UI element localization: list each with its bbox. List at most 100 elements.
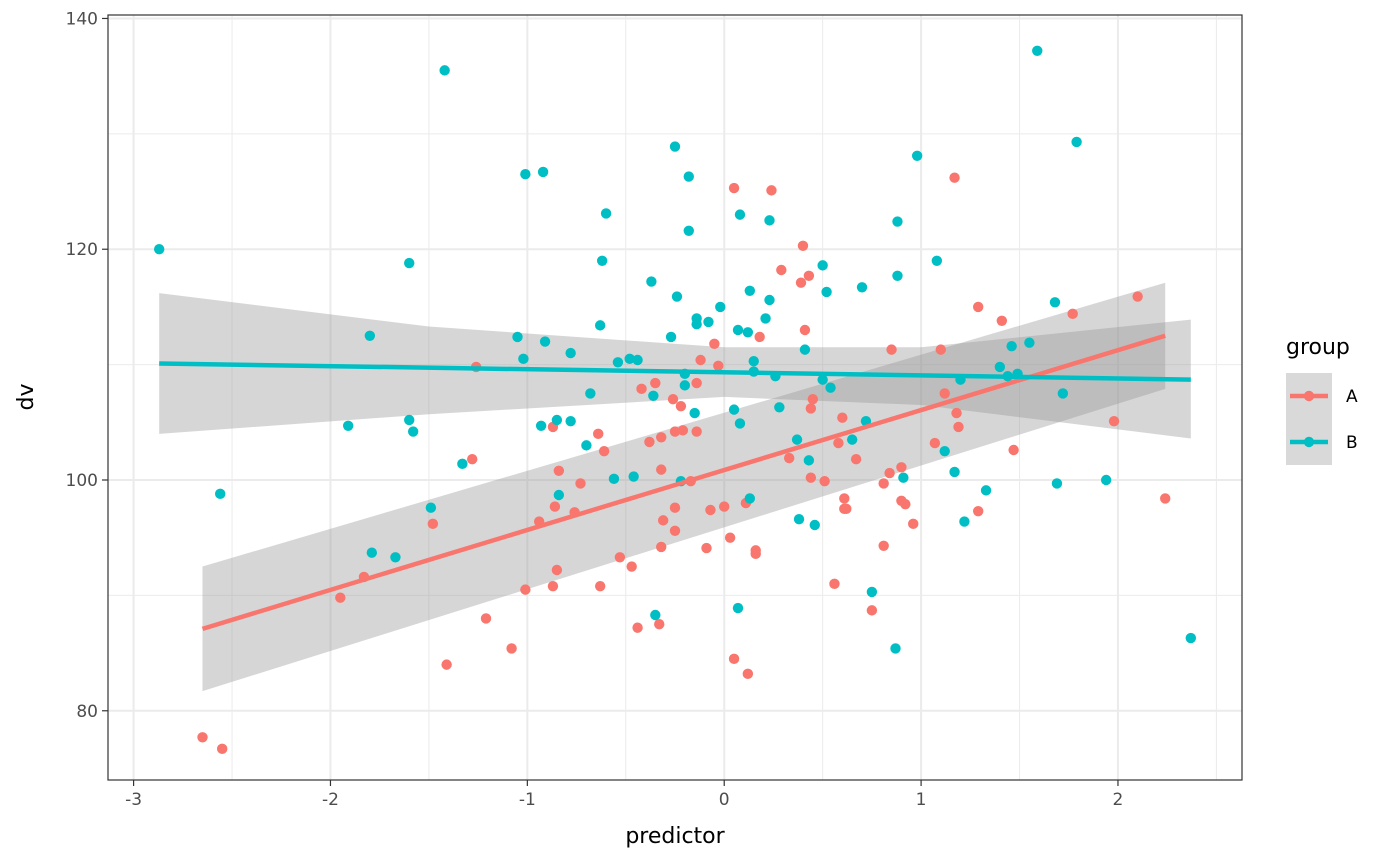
legend-key-A: A — [1286, 373, 1358, 419]
data-point-A — [750, 548, 761, 560]
data-point-A — [667, 394, 679, 405]
data-point-B — [821, 286, 832, 298]
data-point-B — [553, 489, 565, 501]
data-point-B — [809, 519, 820, 531]
data-point-A — [724, 532, 736, 543]
data-point-A — [593, 428, 604, 440]
legend-label: A — [1346, 387, 1358, 407]
data-point-A — [1008, 444, 1019, 456]
data-point-A — [807, 394, 819, 405]
y-axis-title: dv — [14, 384, 39, 411]
data-point-B — [551, 414, 563, 426]
data-point-B — [646, 276, 657, 287]
data-point-A — [644, 436, 655, 448]
data-point-B — [1071, 136, 1082, 148]
x-axis-title: predictor — [625, 824, 725, 849]
data-point-A — [701, 542, 712, 554]
data-point-B — [518, 353, 529, 365]
data-point-A — [896, 462, 907, 473]
data-point-B — [650, 609, 661, 621]
data-point-A — [884, 467, 895, 479]
legend-key-point — [1303, 390, 1315, 402]
data-point-B — [1049, 297, 1061, 308]
data-point-A — [803, 270, 815, 281]
data-point-A — [335, 592, 346, 603]
data-point-A — [850, 454, 862, 465]
data-point-B — [1051, 478, 1063, 489]
data-point-A — [669, 525, 681, 536]
data-point-B — [931, 255, 943, 266]
data-point-A — [695, 354, 706, 366]
data-point-A — [728, 182, 740, 194]
data-point-B — [439, 65, 450, 76]
y-tick-label: 80 — [76, 702, 98, 722]
data-point-B — [892, 270, 903, 281]
data-point-A — [598, 445, 610, 457]
data-point-B — [648, 390, 659, 401]
data-point-A — [614, 552, 626, 563]
data-point-B — [665, 331, 677, 343]
data-point-B — [594, 320, 606, 331]
data-point-B — [671, 291, 683, 302]
x-tick-label: 1 — [916, 790, 927, 810]
data-point-B — [366, 547, 378, 558]
fit-line-B — [159, 361, 1191, 382]
data-point-A — [783, 452, 795, 464]
data-point-B — [1006, 340, 1017, 352]
data-point-A — [691, 426, 702, 437]
data-point-B — [715, 301, 726, 313]
data-point-A — [886, 344, 897, 355]
data-point-A — [594, 580, 606, 592]
data-point-A — [480, 613, 492, 624]
y-tick-label: 140 — [66, 9, 98, 29]
data-point-B — [404, 257, 415, 269]
data-point-A — [728, 653, 740, 665]
data-point-A — [656, 432, 667, 443]
data-point-A — [837, 412, 848, 423]
data-point-B — [628, 471, 639, 482]
data-point-B — [744, 493, 756, 504]
data-point-A — [939, 388, 950, 399]
data-point-B — [600, 208, 612, 219]
data-point-A — [520, 584, 531, 595]
data-point-B — [689, 407, 700, 419]
data-point-B — [734, 418, 746, 429]
data-point-A — [669, 502, 681, 513]
confidence-band-A — [202, 282, 1166, 692]
data-points — [153, 45, 1197, 755]
data-point-A — [829, 578, 840, 590]
data-point-A — [929, 437, 941, 449]
legend-label: B — [1346, 433, 1358, 453]
legend-key-point — [1303, 436, 1315, 448]
data-point-B — [793, 514, 805, 525]
data-point-B — [959, 516, 970, 527]
data-point-A — [795, 277, 807, 288]
data-point-B — [846, 434, 858, 445]
data-point-B — [994, 361, 1006, 373]
data-point-A — [551, 564, 563, 576]
data-point-A — [632, 622, 643, 633]
data-point-B — [565, 347, 576, 359]
data-point-A — [506, 643, 517, 654]
data-point-B — [1032, 45, 1043, 56]
data-point-B — [407, 426, 419, 437]
data-point-A — [675, 400, 687, 412]
data-point-A — [833, 437, 844, 449]
data-point-B — [939, 445, 950, 457]
data-point-A — [900, 499, 911, 510]
data-point-A — [654, 619, 665, 630]
data-point-A — [626, 561, 637, 572]
data-point-A — [547, 580, 559, 592]
data-point-B — [732, 602, 744, 614]
data-point-A — [669, 426, 681, 437]
data-point-B — [774, 402, 785, 413]
data-point-B — [683, 171, 694, 182]
data-point-B — [890, 643, 901, 654]
data-point-A — [951, 407, 962, 419]
data-point-B — [632, 354, 643, 366]
data-point-A — [949, 172, 960, 183]
data-point-B — [898, 472, 909, 483]
data-point-B — [748, 355, 759, 367]
data-point-B — [581, 440, 592, 451]
data-point-A — [841, 503, 852, 515]
